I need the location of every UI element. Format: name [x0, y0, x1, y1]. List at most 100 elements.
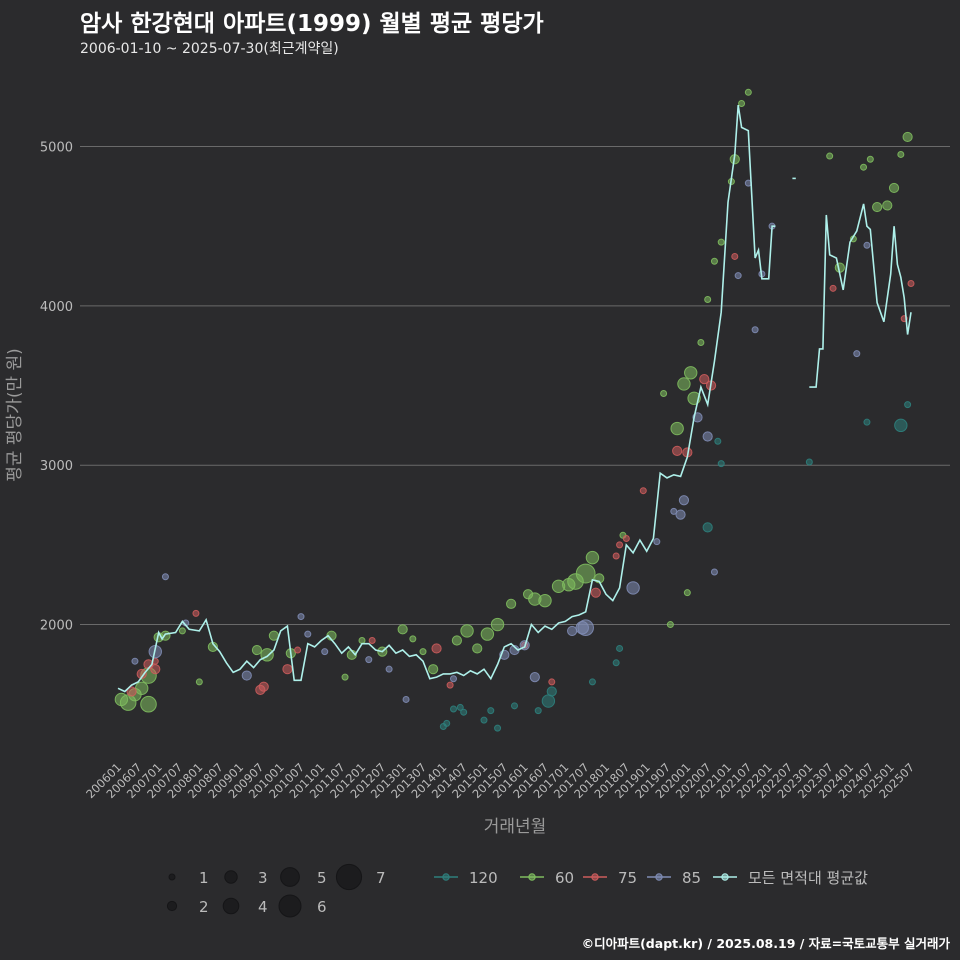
size-legend-label: 2 [199, 898, 209, 916]
chart-title: 암사 한강현대 아파트(1999) 월별 평균 평당가 [80, 11, 544, 37]
point-75 [699, 374, 710, 385]
size-legend-label: 7 [376, 869, 386, 887]
point-120 [894, 418, 908, 433]
point-85 [863, 241, 871, 249]
point-120 [456, 703, 464, 711]
point-120 [616, 644, 624, 652]
point-60 [397, 624, 408, 635]
point-120 [439, 723, 447, 731]
point-85 [241, 670, 252, 681]
size-legend-swatch [278, 894, 302, 918]
point-75 [446, 681, 454, 689]
point-120 [487, 707, 495, 715]
point-75 [294, 646, 302, 654]
chart-subtitle: 2006-01-10 ~ 2025-07-30(최근계약일) [80, 41, 339, 57]
average-line [809, 203, 912, 388]
y-tick-label: 2000 [40, 619, 73, 634]
point-75 [282, 664, 293, 675]
point-85 [385, 665, 393, 673]
average-line [117, 104, 776, 693]
y-tick-label: 3000 [40, 459, 73, 474]
point-60 [660, 389, 668, 397]
point-75 [639, 487, 647, 495]
size-legend-swatch [166, 900, 178, 912]
point-60 [538, 593, 552, 608]
point-75 [622, 534, 630, 542]
series-legend-label: 모든 면적대 평균값 [748, 869, 868, 887]
point-85 [450, 675, 457, 683]
size-legend-swatch [280, 867, 300, 887]
point-60 [670, 421, 684, 436]
size-legend-label: 1 [199, 869, 209, 887]
point-120 [494, 724, 502, 732]
y-tick-label: 4000 [40, 300, 73, 315]
point-85 [853, 350, 861, 358]
point-60 [897, 150, 905, 158]
point-75 [672, 445, 683, 456]
point-85 [529, 672, 540, 683]
point-60 [738, 99, 746, 107]
point-60 [480, 627, 495, 641]
point-60 [888, 182, 900, 194]
point-75 [907, 280, 915, 288]
point-60 [710, 257, 718, 265]
point-85 [751, 326, 759, 334]
point-60 [744, 88, 752, 96]
point-60 [902, 131, 913, 143]
point-85 [626, 581, 640, 595]
point-120 [904, 401, 912, 409]
series-legend-label: 60 [555, 869, 574, 887]
point-85 [710, 568, 718, 576]
size-legend-label: 6 [317, 898, 327, 916]
point-85 [365, 656, 373, 664]
size-legend-swatch [335, 863, 363, 891]
point-75 [590, 587, 601, 598]
point-120 [450, 705, 457, 713]
point-60 [826, 152, 834, 160]
point-120 [714, 437, 722, 445]
point-60 [575, 563, 596, 584]
point-60 [684, 366, 698, 380]
point-75 [731, 252, 739, 260]
series-legend-label: 120 [469, 869, 498, 887]
series-legend-marker [528, 873, 536, 881]
series-legend-marker [655, 873, 663, 881]
point-60 [704, 295, 712, 303]
point-120 [588, 678, 596, 686]
point-75 [548, 678, 556, 686]
y-axis-title: 평균 평당가(만 원) [5, 348, 25, 482]
point-60 [409, 635, 417, 643]
point-60 [358, 636, 366, 644]
point-75 [612, 552, 620, 560]
point-85 [678, 495, 690, 506]
point-120 [541, 694, 556, 708]
point-75 [616, 541, 624, 549]
series-legend-label: 85 [682, 869, 701, 887]
point-60 [135, 681, 149, 695]
point-60 [419, 648, 427, 656]
point-60 [178, 627, 186, 635]
point-75 [192, 609, 200, 617]
size-legend-swatch [222, 897, 240, 915]
point-120 [863, 418, 871, 426]
point-75 [368, 636, 376, 644]
point-85 [675, 509, 686, 520]
point-85 [304, 630, 312, 638]
point-75 [150, 664, 161, 675]
point-120 [702, 522, 713, 533]
point-75 [136, 668, 147, 680]
point-75 [126, 686, 137, 697]
size-legend-swatch [168, 873, 176, 881]
point-60 [666, 621, 674, 629]
point-85 [734, 272, 742, 280]
point-85 [131, 657, 139, 665]
point-85 [297, 613, 305, 621]
x-axis-title: 거래년월 [484, 817, 547, 837]
source-credit: ©디아파트(dapt.kr) / 2025.08.19 / 자료=국토교통부 실… [581, 936, 950, 951]
point-60 [460, 624, 474, 638]
point-120 [460, 708, 468, 716]
size-legend-label: 4 [258, 898, 268, 916]
point-75 [258, 681, 269, 692]
point-60 [341, 673, 349, 681]
